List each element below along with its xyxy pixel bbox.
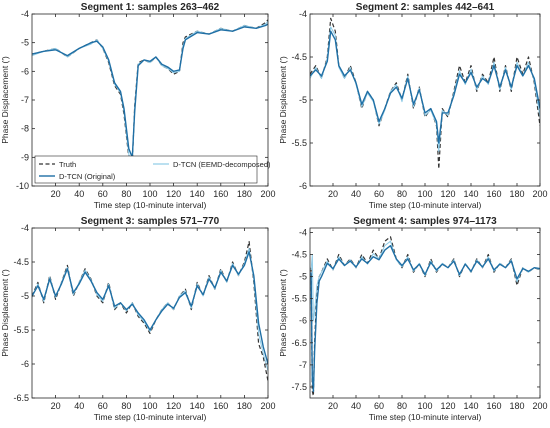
y-tick-label: -7.5 (291, 382, 307, 392)
x-tick-label: 60 (374, 189, 384, 199)
legend-box (34, 155, 258, 184)
x-tick-label: 180 (509, 401, 524, 411)
y-tick-label: -6.5 (13, 393, 29, 403)
x-tick-label: 20 (51, 401, 61, 411)
y-tick-label: -4 (299, 9, 307, 19)
x-tick-label: 40 (74, 189, 84, 199)
x-tick-label: 160 (486, 189, 501, 199)
y-axis-label: Phase Displacement (′) (0, 269, 10, 357)
y-tick-label: -4.5 (13, 257, 29, 267)
x-tick-label: 20 (328, 189, 338, 199)
plot-area (32, 228, 268, 398)
x-tick-label: 140 (463, 401, 478, 411)
series-line-d-tcn-original (32, 23, 268, 159)
panel-2: 20 40 60 80 100 120 140 160 180 200 -6 -5.5 -5 -4.5 -4… (278, 2, 548, 210)
x-tick-label: 80 (397, 401, 407, 411)
y-tick-label: -6 (299, 316, 307, 326)
x-tick-label: 60 (374, 401, 384, 411)
series-line-d-tcn-eemd-decomposed (310, 26, 540, 153)
chart-title: Segment 3: samples 571–770 (81, 216, 220, 227)
y-tick-label: -5 (299, 272, 307, 282)
x-axis-label: Time step (10-minute interval) (94, 200, 207, 210)
x-tick-label: 160 (213, 401, 228, 411)
y-tick-label: -8 (21, 124, 29, 134)
x-tick-label: 200 (260, 401, 275, 411)
x-tick-label: 200 (260, 189, 275, 199)
y-tick-label: -7 (299, 360, 307, 370)
x-tick-label: 40 (351, 189, 361, 199)
legend: Truth D-TCN (Original) D-TCN (EEMD-decompo… (34, 155, 271, 184)
y-tick-label: -4 (21, 9, 29, 19)
x-tick-label: 120 (440, 189, 455, 199)
series-line-d-tcn-original (32, 251, 268, 365)
y-tick-label: -7 (21, 95, 29, 105)
y-tick-label: -5.5 (291, 294, 307, 304)
x-tick-label: 100 (417, 189, 432, 199)
x-tick-label: 140 (190, 401, 205, 411)
x-tick-label: 80 (397, 189, 407, 199)
x-tick-label: 160 (486, 401, 501, 411)
panel-4: 20 40 60 80 100 120 140 160 180 200 -7.5 -7 -6.5 -6 -5… (278, 216, 548, 422)
x-tick-label: 80 (121, 401, 131, 411)
x-tick-label: 180 (509, 189, 524, 199)
x-tick-label: 140 (190, 189, 205, 199)
x-tick-label: 180 (237, 189, 252, 199)
legend-label: D-TCN (Original) (59, 172, 116, 181)
y-axis-label: Phase Displacement (′) (0, 56, 10, 144)
x-tick-label: 100 (142, 401, 157, 411)
y-tick-label: -5.5 (13, 325, 29, 335)
y-tick-label: -10 (16, 181, 29, 191)
x-tick-label: 40 (351, 401, 361, 411)
series-line-d-tcn-original (310, 30, 540, 144)
y-tick-label: -6 (299, 181, 307, 191)
x-tick-label: 180 (237, 401, 252, 411)
x-tick-label: 100 (417, 401, 432, 411)
plot-area (310, 228, 540, 398)
chart-title: Segment 1: samples 263–462 (81, 2, 220, 13)
x-tick-label: 120 (166, 401, 181, 411)
x-axis-label: Time step (10-minute interval) (369, 412, 482, 422)
y-tick-label: -5 (21, 38, 29, 48)
x-tick-label: 60 (98, 401, 108, 411)
x-tick-label: 140 (463, 189, 478, 199)
x-tick-label: 20 (328, 401, 338, 411)
panel-1: 20 40 60 80 100 120 140 160 180 200 -10 -9 -8 -7 -6 -5 -… (0, 2, 276, 210)
y-tick-label: -9 (21, 152, 29, 162)
x-tick-label: 120 (166, 189, 181, 199)
x-tick-label: 200 (532, 401, 547, 411)
x-tick-label: 120 (440, 401, 455, 411)
x-tick-label: 40 (74, 401, 84, 411)
y-tick-label: -4.5 (291, 52, 307, 62)
y-tick-label: -6 (21, 66, 29, 76)
x-tick-label: 60 (98, 189, 108, 199)
x-tick-label: 20 (51, 189, 61, 199)
y-tick-label: -6.5 (291, 338, 307, 348)
y-axis-label: Phase Displacement (′) (278, 56, 288, 144)
x-tick-label: 100 (142, 189, 157, 199)
plot-area (310, 14, 540, 186)
y-tick-label: -4.5 (291, 249, 307, 259)
x-tick-label: 160 (213, 189, 228, 199)
legend-label: D-TCN (EEMD-decomposed) (173, 160, 271, 169)
x-tick-label: 80 (121, 189, 131, 199)
y-tick-label: -6 (21, 359, 29, 369)
y-tick-label: -4 (299, 227, 307, 237)
y-tick-label: -5 (21, 291, 29, 301)
x-axis-label: Time step (10-minute interval) (94, 412, 207, 422)
y-tick-label: -4 (21, 223, 29, 233)
x-tick-label: 200 (532, 189, 547, 199)
chart-title: Segment 4: samples 974–1173 (353, 216, 497, 227)
panel-3: 20 40 60 80 100 120 140 160 180 200 -6.5 -6 -5.5 -5 -4… (0, 216, 276, 422)
series-line-truth (310, 17, 540, 170)
x-axis-label: Time step (10-minute interval) (369, 200, 482, 210)
legend-label: Truth (59, 160, 76, 169)
series-line-d-tcn-original (310, 244, 540, 393)
chart-title: Segment 2: samples 442–641 (356, 2, 495, 13)
y-axis-label: Phase Displacement (′) (278, 269, 288, 357)
y-tick-label: -5.5 (291, 138, 307, 148)
y-tick-label: -5 (299, 95, 307, 105)
